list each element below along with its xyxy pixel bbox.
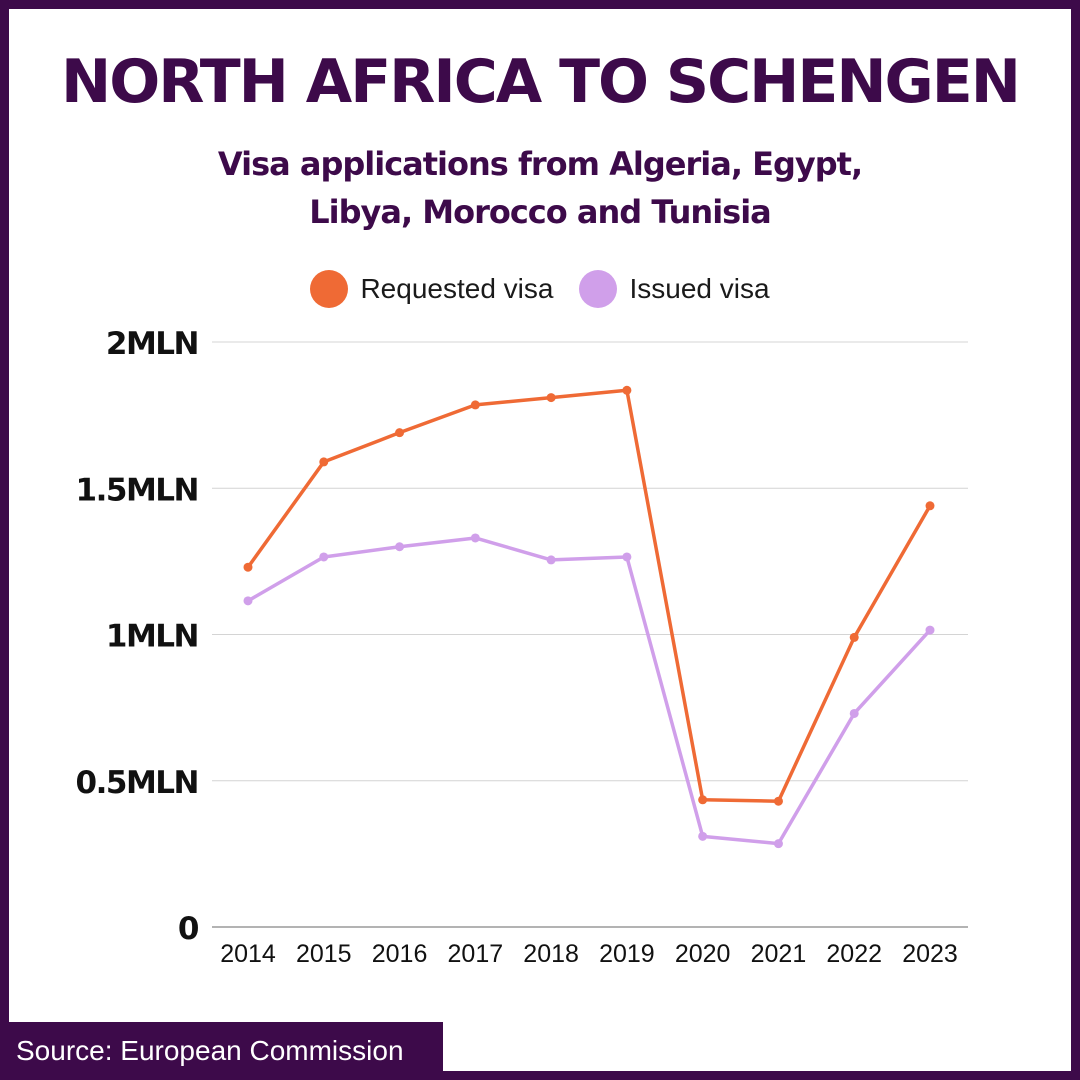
y-tick-label: 2MLN — [106, 326, 198, 362]
data-point-requested-visa — [319, 457, 329, 467]
series-line-requested-visa — [246, 388, 932, 803]
x-tick-label: 2014 — [220, 940, 276, 968]
data-point-issued-visa — [698, 831, 708, 841]
x-tick-label: 2016 — [372, 940, 428, 968]
x-tick-label: 2022 — [826, 940, 882, 968]
x-tick-label: 2015 — [296, 940, 352, 968]
data-point-issued-visa — [319, 552, 329, 562]
legend-label-requested: Requested visa — [360, 273, 554, 304]
data-point-requested-visa — [925, 501, 935, 511]
legend-label-issued: Issued visa — [629, 273, 770, 304]
x-tick-label: 2018 — [523, 940, 579, 968]
data-point-requested-visa — [470, 400, 480, 410]
data-point-issued-visa — [470, 533, 480, 543]
x-tick-label: 2021 — [751, 940, 807, 968]
series-line-issued-visa — [246, 536, 932, 846]
legend-swatch-requested — [310, 270, 349, 308]
source-label: Source: European Commission — [0, 1022, 443, 1080]
x-tick-label: 2020 — [675, 940, 731, 968]
y-tick-label: 0.5MLN — [76, 765, 198, 801]
data-point-requested-visa — [849, 632, 859, 642]
data-point-issued-visa — [546, 555, 556, 565]
data-point-requested-visa — [773, 796, 783, 806]
chart-subtitle-text: Visa applications from Algeria, Egypt, L… — [217, 145, 863, 231]
data-point-requested-visa — [698, 795, 708, 805]
legend-item-requested: Requested visa — [310, 270, 553, 308]
x-tick-label: 2023 — [902, 940, 958, 968]
data-point-issued-visa — [849, 708, 859, 718]
chart-subtitle: Visa applications from Algeria, Egypt, L… — [0, 140, 1080, 236]
data-point-requested-visa — [622, 385, 632, 395]
data-point-requested-visa — [243, 562, 253, 572]
chart-card — [9, 9, 1071, 1071]
data-point-issued-visa — [622, 552, 632, 562]
legend-swatch-issued — [579, 270, 618, 308]
legend-item-issued: Issued visa — [579, 270, 770, 308]
data-point-requested-visa — [546, 393, 556, 403]
y-tick-label: 0 — [178, 911, 199, 947]
data-point-issued-visa — [395, 542, 405, 552]
chart-legend: Requested visa Issued visa — [0, 270, 1080, 308]
x-tick-label: 2019 — [599, 940, 655, 968]
data-point-requested-visa — [395, 428, 405, 438]
y-tick-label: 1.5MLN — [76, 472, 198, 508]
data-point-issued-visa — [773, 839, 783, 849]
data-point-issued-visa — [925, 625, 935, 635]
chart-title: NORTH AFRICA TO SCHENGEN — [61, 47, 1021, 117]
y-tick-label: 1MLN — [106, 619, 198, 655]
x-tick-label: 2017 — [448, 940, 504, 968]
data-point-issued-visa — [243, 596, 253, 606]
